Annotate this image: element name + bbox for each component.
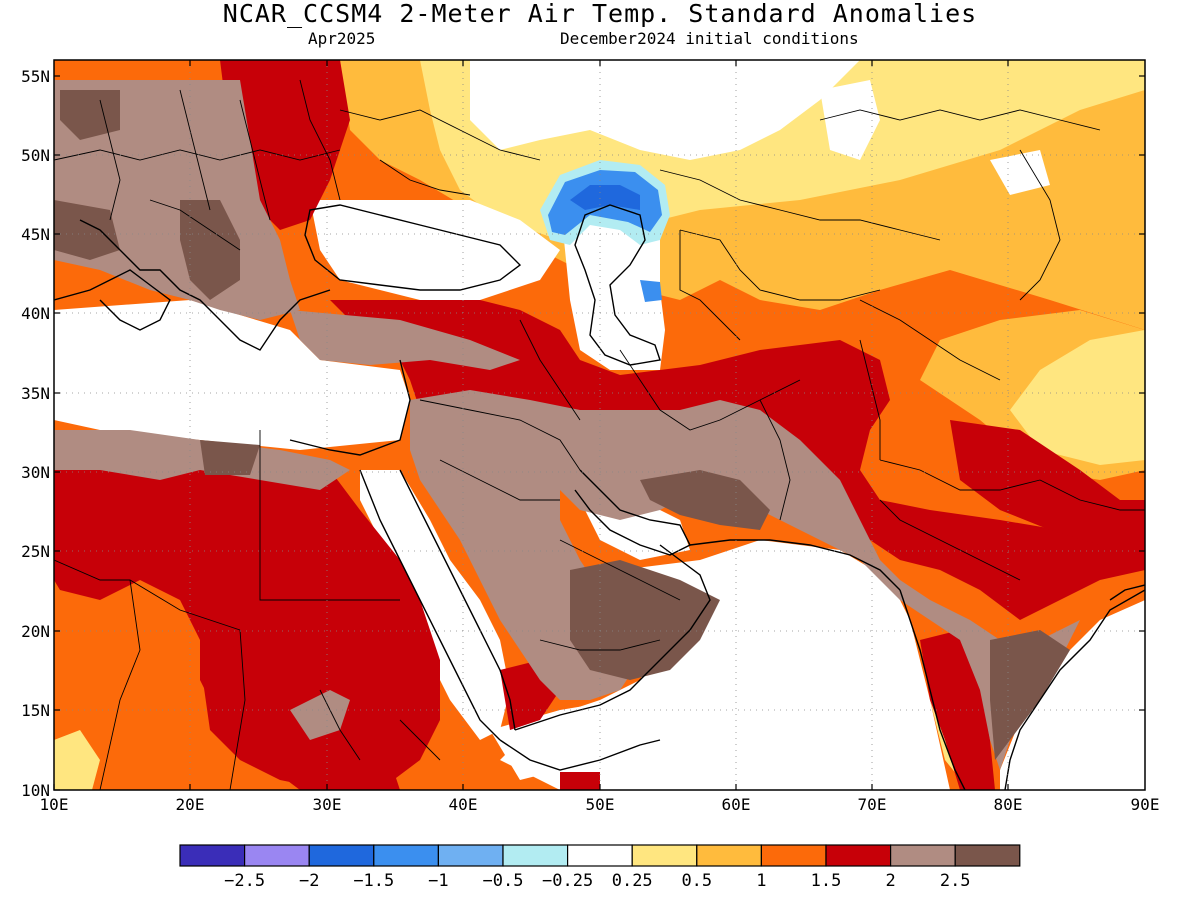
field-brown-libya-dark	[200, 440, 260, 475]
lon-label-50e: 50E	[586, 795, 615, 814]
field-red-east	[950, 420, 1145, 545]
colorbar: −2.5 −2 −1.5 −1 −0.5 −0.25 0.25 0.5 1 1.5 2 2.5	[179, 844, 1021, 891]
field-brown-iran-dark	[640, 470, 770, 530]
lat-label-10n: 10N	[21, 781, 50, 800]
field-brown-nafrica	[54, 430, 350, 490]
lon-label-30e: 30E	[313, 795, 342, 814]
field-brown-arabia	[410, 390, 1080, 770]
colorbar-label-4: −0.5	[483, 871, 524, 891]
valid-month-label: Apr2025	[308, 29, 376, 48]
anomaly-field	[54, 60, 1145, 790]
lat-label-55n: 55N	[21, 67, 50, 86]
colorbar-swatch-12	[954, 844, 1021, 867]
lon-label-10e: 10E	[40, 795, 69, 814]
colorbar-swatch-8	[696, 844, 762, 867]
colorbar-label-9: 1.5	[811, 871, 842, 891]
field-red-india	[920, 630, 995, 790]
colorbar-label-0: −2.5	[224, 871, 265, 891]
coastlines	[54, 204, 1145, 790]
colorbar-label-7: 0.5	[681, 871, 712, 891]
lat-label-20n: 20N	[21, 622, 50, 641]
colorbar-label-2: −1.5	[353, 871, 394, 891]
colorbar-label-3: −1	[428, 871, 448, 891]
lat-label-50n: 50N	[21, 146, 50, 165]
field-blue-aral	[640, 280, 662, 302]
colorbar-label-10: 2	[885, 871, 895, 891]
field-brown-hungary-dark	[60, 90, 120, 140]
lat-label-25n: 25N	[21, 542, 50, 561]
field-white-black-sea	[310, 200, 560, 300]
colorbar-label-1: −2	[299, 871, 319, 891]
field-brown-italy-dark	[54, 200, 120, 260]
field-blue-caspian	[570, 185, 640, 210]
field-yellow-africa	[54, 730, 100, 790]
colorbar-swatch-11	[889, 844, 956, 867]
colorbar-swatch-2	[308, 844, 375, 867]
colorbar-swatch-10	[825, 844, 892, 867]
lon-label-70e: 70E	[858, 795, 887, 814]
lat-label-30n: 30N	[21, 463, 50, 482]
field-white-north-east	[820, 80, 880, 160]
colorbar-label-6: 0.25	[612, 871, 653, 891]
field-white-mediterranean	[54, 300, 410, 450]
field-yellow-east	[1010, 330, 1145, 465]
colorbar-label-5: −0.25	[542, 871, 593, 891]
colorbar-label-11: 2.5	[940, 871, 971, 891]
field-white-far-east	[990, 150, 1050, 195]
field-white-central-asia	[470, 60, 860, 160]
field-brown-anatolia	[290, 310, 520, 370]
colorbar-swatch-1	[244, 844, 310, 867]
field-brown-india-dark	[990, 630, 1070, 760]
colorbar-swatch-6	[566, 844, 633, 867]
field-red-anatolia	[330, 300, 1145, 620]
field-brown-sudan	[290, 690, 350, 740]
lon-label-90e: 90E	[1131, 795, 1160, 814]
country-borders	[54, 79, 1145, 790]
lon-axis: 10E 20E 30E 40E 50E 60E 70E 80E 90E	[40, 60, 1160, 814]
colorbar-swatch-5	[502, 844, 569, 867]
lon-label-60e: 60E	[722, 795, 751, 814]
lon-label-80e: 80E	[994, 795, 1023, 814]
lat-label-35n: 35N	[21, 384, 50, 403]
field-brown-balkans-dark	[180, 200, 240, 300]
lon-label-20e: 20E	[176, 795, 205, 814]
lat-label-40n: 40N	[21, 304, 50, 323]
colorbar-swatch-0	[179, 844, 246, 867]
field-white-red-sea	[360, 470, 510, 740]
colorbar-swatch-3	[373, 844, 439, 867]
map-title: NCAR_CCSM4 2-Meter Air Temp. Standard An…	[222, 0, 978, 28]
lat-axis: 55N 50N 45N 40N 35N 30N 25N 20N 15N 10N	[21, 67, 1145, 800]
colorbar-label-8: 1	[756, 871, 766, 891]
colorbar-swatch-4	[437, 844, 504, 867]
lat-label-45n: 45N	[21, 225, 50, 244]
field-white-bay-bengal	[1000, 600, 1145, 790]
colorbar-swatch-7	[631, 844, 698, 867]
colorbar-swatch-9	[760, 844, 827, 867]
initial-conditions-label: December2024 initial conditions	[560, 29, 859, 48]
lat-label-15n: 15N	[21, 701, 50, 720]
field-red-small	[560, 772, 600, 790]
lon-label-40e: 40E	[449, 795, 478, 814]
